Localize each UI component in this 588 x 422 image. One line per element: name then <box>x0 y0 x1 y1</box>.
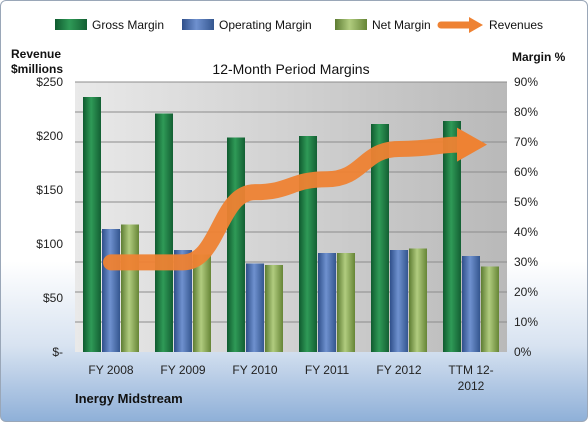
left-tick-label: $50 <box>43 291 63 305</box>
bar-operating-margin <box>102 229 120 352</box>
bar-net-margin <box>193 254 211 352</box>
bar-operating-margin <box>318 253 336 352</box>
bar-operating-margin <box>390 250 408 352</box>
left-tick-label: $250 <box>36 75 63 89</box>
legend-swatch-gross-margin <box>55 19 87 30</box>
category-label: FY 2010 <box>232 363 277 377</box>
revenue-arrowhead <box>457 127 487 162</box>
bar-gross-margin <box>443 121 461 352</box>
revenue-series <box>103 127 487 271</box>
right-tick-label: 40% <box>514 225 538 239</box>
category-labels: FY 2008 FY 2009 FY 2010 FY 2011 FY 2012 TTM 1… <box>88 363 493 393</box>
right-tick-label: 20% <box>514 285 538 299</box>
bar-gross-margin <box>227 137 245 352</box>
left-axis-ticks: $- $50 $100 $150 $200 $250 <box>36 75 63 359</box>
category-label: FY 2009 <box>160 363 205 377</box>
left-tick-label: $- <box>52 345 63 359</box>
bar-net-margin <box>265 265 283 352</box>
bar-net-margin <box>337 253 355 352</box>
right-axis-label: Margin % <box>512 50 566 64</box>
chart-title: 12-Month Period Margins <box>212 61 369 77</box>
legend-label-net-margin: Net Margin <box>372 18 431 32</box>
company-name: Inergy Midstream <box>75 391 183 406</box>
category-label: TTM 12- <box>448 363 493 377</box>
left-axis-label-line-2: $millions <box>11 62 63 76</box>
bar-net-margin <box>481 266 499 352</box>
category-label: 2012 <box>458 379 485 393</box>
left-tick-label: $100 <box>36 237 63 251</box>
revenue-line <box>103 136 467 271</box>
right-tick-label: 10% <box>514 315 538 329</box>
category-label: FY 2008 <box>88 363 133 377</box>
legend: Gross Margin Operating Margin Net Margin… <box>55 17 543 33</box>
bar-gross-margin <box>83 97 101 352</box>
right-tick-label: 30% <box>514 255 538 269</box>
bar-net-margin <box>121 224 139 352</box>
bar-operating-margin <box>462 256 480 352</box>
bar-gross-margin <box>371 124 389 352</box>
right-tick-label: 80% <box>514 105 538 119</box>
left-tick-label: $150 <box>36 183 63 197</box>
legend-label-operating-margin: Operating Margin <box>219 18 312 32</box>
right-tick-label: 60% <box>514 165 538 179</box>
legend-arrowhead-revenues <box>469 17 483 33</box>
right-tick-label: 0% <box>514 345 532 359</box>
bar-gross-margin <box>155 113 173 352</box>
legend-swatch-net-margin <box>335 19 367 30</box>
plot-area <box>75 82 507 352</box>
category-label: FY 2011 <box>305 363 350 377</box>
bar-operating-margin <box>174 250 192 352</box>
left-axis-label-line-1: Revenue <box>11 47 61 61</box>
legend-swatch-operating-margin <box>182 19 214 30</box>
legend-label-revenues: Revenues <box>489 18 543 32</box>
left-tick-label: $200 <box>36 129 63 143</box>
right-tick-label: 70% <box>514 135 538 149</box>
legend-label-gross-margin: Gross Margin <box>92 18 164 32</box>
right-axis-ticks: 0% 10% 20% 30% 40% 50% 60% 70% 80% 90% <box>514 75 538 359</box>
category-label: FY 2012 <box>376 363 421 377</box>
right-tick-label: 90% <box>514 75 538 89</box>
right-tick-label: 50% <box>514 195 538 209</box>
bar-gross-margin <box>299 136 317 352</box>
bar-net-margin <box>409 248 427 352</box>
bar-operating-margin <box>246 263 264 352</box>
